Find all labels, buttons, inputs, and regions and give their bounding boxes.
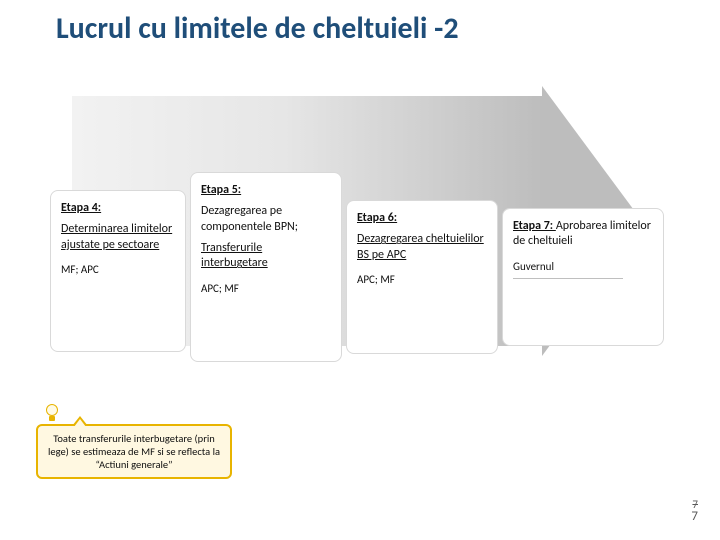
page-number: 7 7 [691, 498, 698, 524]
stage-7-label: Etapa 7: [513, 219, 556, 233]
stage-6-text: Dezagregarea cheltuielilor BS pe APC [357, 232, 484, 261]
stage-4: Etapa 4: Determinarea limitelor ajustate… [50, 190, 186, 352]
stage-4-actors: MF; APC [61, 263, 175, 277]
stage-6-actors: APC; MF [357, 273, 487, 287]
stage-5-body1: Dezagregarea pe componentele BPN; [201, 204, 331, 235]
stage-5-text2: Transferurile interbugetare [201, 241, 268, 270]
stage-5-body2: Transferurile interbugetare [201, 241, 331, 272]
stage-4-label: Etapa 4: [61, 201, 175, 216]
stages-row: Etapa 4: Determinarea limitelor ajustate… [50, 172, 674, 362]
page-num: 7 [691, 509, 698, 524]
stage-6-body: Dezagregarea cheltuielilor BS pe APC [357, 232, 487, 263]
stage-7-rule [513, 278, 623, 279]
lightbulb-icon [44, 404, 62, 422]
stage-7-body: Etapa 7: Aprobarea limitelor de cheltuie… [513, 219, 653, 250]
slide-title: Lucrul cu limitele de cheltuieli -2 [56, 10, 459, 47]
stage-5-actors: APC; MF [201, 282, 331, 296]
stage-4-text: Determinarea limitelor ajustate pe secto… [61, 222, 172, 251]
stage-6-label: Etapa 6: [357, 211, 487, 226]
callout-note: Toate transferurile interbugetare (prin … [36, 424, 232, 479]
stage-7: Etapa 7: Aprobarea limitelor de cheltuie… [502, 208, 664, 346]
stage-5: Etapa 5: Dezagregarea pe componentele BP… [190, 172, 342, 362]
stage-7-actors: Guvernul [513, 260, 653, 274]
slide: Lucrul cu limitele de cheltuieli -2 Etap… [0, 0, 720, 540]
stage-5-label: Etapa 5: [201, 183, 331, 198]
stage-4-body: Determinarea limitelor ajustate pe secto… [61, 222, 175, 253]
stage-6: Etapa 6: Dezagregarea cheltuielilor BS p… [346, 200, 498, 354]
